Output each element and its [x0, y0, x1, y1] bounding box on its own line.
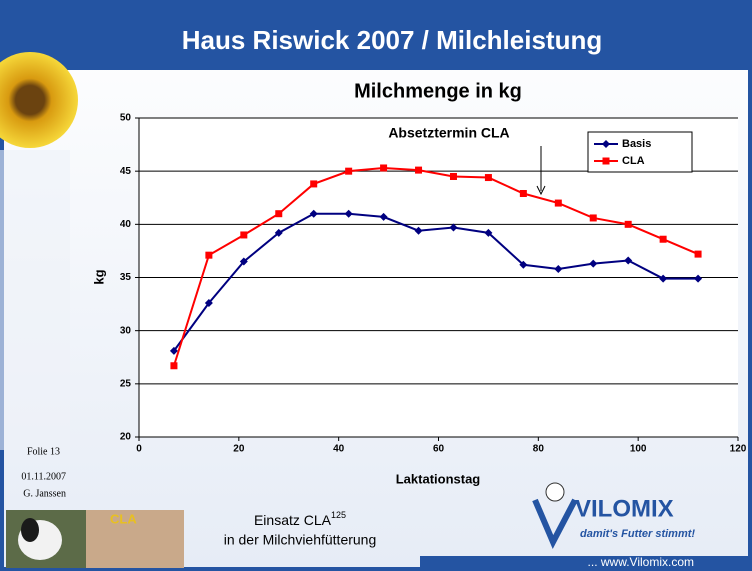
- marker: [169, 346, 178, 355]
- legend-marker: [602, 157, 610, 165]
- y-tick-label: 25: [120, 378, 132, 389]
- legend-label: CLA: [622, 155, 645, 167]
- marker: [310, 180, 318, 188]
- slide-number: Folie 13: [27, 446, 60, 457]
- x-tick-label: 60: [433, 444, 445, 455]
- footer-bar: [420, 556, 750, 569]
- marker: [380, 164, 388, 172]
- chart-title: Milchmenge in kg: [354, 80, 522, 102]
- legend-label: Basis: [622, 138, 651, 150]
- sunflower: [0, 52, 78, 148]
- series-line: [173, 212, 699, 352]
- marker: [484, 228, 493, 237]
- x-tick-label: 40: [333, 444, 345, 455]
- header-bar: [0, 0, 752, 70]
- x-tick-label: 0: [136, 444, 142, 455]
- legend-marker: [602, 140, 610, 148]
- marker: [694, 274, 703, 283]
- marker: [274, 228, 283, 237]
- legend-box: [587, 131, 693, 173]
- series-line: [172, 166, 699, 367]
- x-tick-label: 120: [730, 444, 747, 455]
- marker: [309, 209, 318, 218]
- marker: [589, 259, 598, 268]
- photo-feed: [86, 510, 184, 568]
- marker: [694, 250, 702, 258]
- photo-cow-detail: [21, 518, 39, 542]
- side-strip: [0, 150, 70, 450]
- caption-sup: 125: [331, 510, 346, 520]
- marker: [379, 212, 388, 221]
- marker: [519, 189, 527, 197]
- marker: [275, 210, 283, 218]
- y-tick-label: 45: [120, 166, 132, 177]
- caption: Einsatz CLA125: [254, 510, 346, 527]
- x-axis-label: Laktationstag: [396, 471, 481, 486]
- marker: [624, 256, 633, 265]
- annotation: Absetztermin CLA: [388, 125, 509, 141]
- date: 01.11.2007: [21, 471, 66, 482]
- photo-label: CLA: [110, 511, 137, 526]
- y-tick-label: 20: [120, 432, 132, 443]
- y-tick-label: 50: [120, 113, 132, 124]
- y-tick-label: 35: [120, 272, 132, 283]
- slide-title: Haus Riswick 2007 / Milchleistung: [182, 25, 602, 55]
- marker: [205, 251, 213, 259]
- marker: [415, 166, 423, 174]
- y-tick-label: 30: [120, 325, 132, 336]
- marker: [240, 231, 248, 239]
- marker: [414, 226, 423, 235]
- x-tick-label: 80: [533, 444, 545, 455]
- logo: VILOMIX: [575, 495, 674, 522]
- url: ... www.Vilomix.com: [588, 555, 694, 569]
- chart: 20 25 30 35 40 45 50 0 20 40 60 80 100 120 Basis CLA: [120, 113, 747, 455]
- annotation-arrowhead: [536, 185, 546, 196]
- marker: [484, 174, 492, 182]
- marker: [449, 172, 457, 180]
- y-axis-label: kg: [91, 269, 106, 284]
- marker: [204, 299, 213, 308]
- x-tick-label: 100: [630, 444, 647, 455]
- marker: [554, 264, 563, 273]
- marker: [345, 167, 353, 175]
- marker: [449, 223, 458, 232]
- y-tick-label: 40: [120, 219, 132, 230]
- logo-flower: [545, 482, 565, 502]
- caption-line2: in der Milchviehfütterung: [224, 532, 377, 548]
- marker: [344, 209, 353, 218]
- marker: [624, 220, 632, 228]
- logo-mark: [532, 498, 578, 549]
- legend: Basis CLA: [587, 131, 693, 173]
- x-tick-label: 20: [233, 444, 245, 455]
- marker: [659, 235, 667, 243]
- author: G. Janssen: [23, 488, 66, 499]
- slogan: damit's Futter stimmt!: [580, 528, 695, 540]
- caption-text: Einsatz CLA: [254, 512, 332, 528]
- marker: [659, 274, 668, 283]
- marker: [239, 257, 248, 266]
- marker: [554, 199, 562, 207]
- marker: [589, 214, 597, 222]
- marker: [519, 260, 528, 269]
- marker: [170, 362, 178, 370]
